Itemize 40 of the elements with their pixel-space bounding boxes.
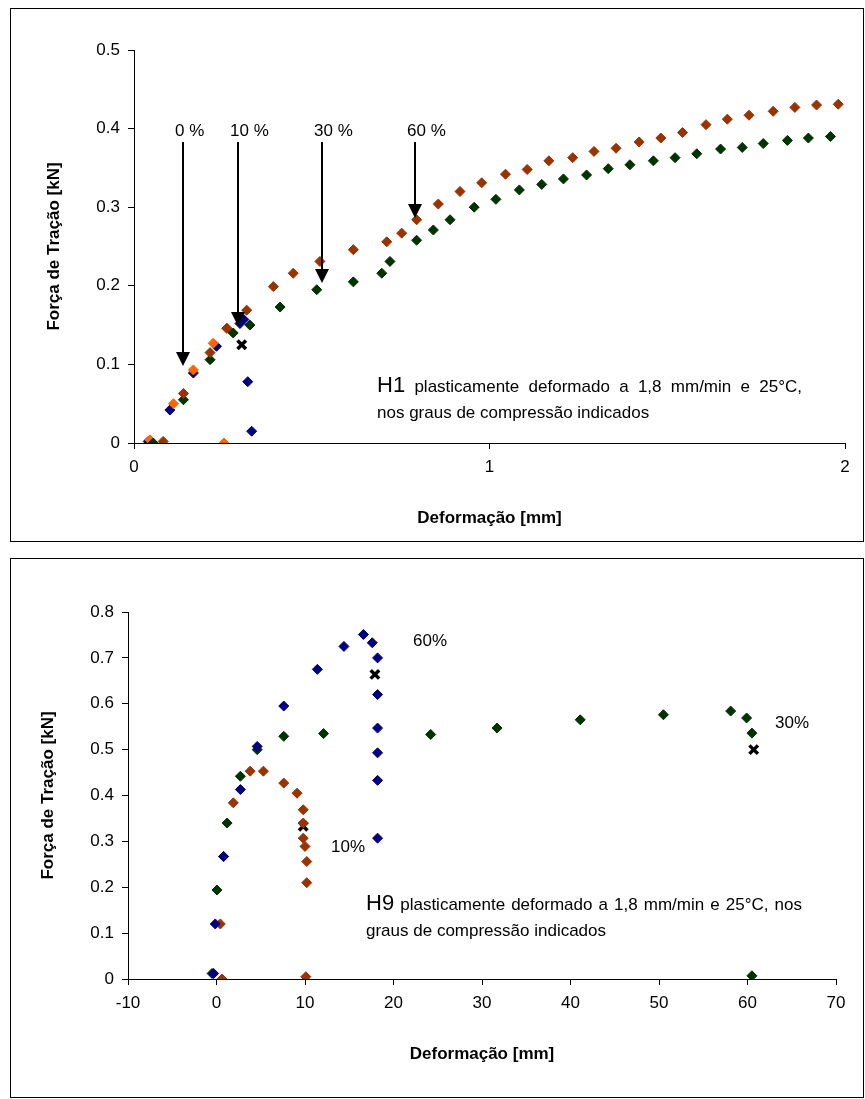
y-tick-label: 0.1 bbox=[90, 922, 114, 942]
y-tick-label: 0.1 bbox=[96, 354, 120, 374]
y-tick-label: 0.4 bbox=[90, 785, 114, 805]
y-tick-label: 0 bbox=[104, 968, 114, 988]
x-tick-label: 50 bbox=[649, 992, 669, 1012]
annotation: 60% bbox=[412, 630, 448, 650]
x-axis-title: Deformação [mm] bbox=[417, 508, 562, 528]
annotation: 60 % bbox=[407, 121, 446, 140]
annotation: 0 % bbox=[175, 121, 205, 140]
x-tick-label: 30 bbox=[472, 992, 492, 1012]
x-tick-label: 1 bbox=[484, 456, 495, 476]
x-tick-label: 2 bbox=[840, 456, 850, 476]
annotation: 30 % bbox=[314, 121, 353, 140]
y-tick-label: 0.7 bbox=[90, 647, 114, 667]
y-tick-label: 0.8 bbox=[90, 601, 114, 621]
x-tick-label: 10 bbox=[295, 992, 315, 1012]
y-tick-label: 0.4 bbox=[96, 118, 120, 138]
x-tick-label: 0 bbox=[129, 456, 139, 476]
y-axis-title: Força de Tração [kN] bbox=[37, 711, 57, 880]
x-axis-title: Deformação [mm] bbox=[409, 1044, 555, 1064]
x-tick-label: 60 bbox=[738, 992, 757, 1012]
x-tick-label: 20 bbox=[384, 992, 403, 1012]
x-tick-label: 40 bbox=[561, 992, 580, 1012]
y-axis-title: Força de Tração [kN] bbox=[43, 162, 63, 331]
y-tick-label: 0.2 bbox=[96, 275, 120, 295]
y-tick-label: 0.5 bbox=[96, 39, 120, 59]
y-tick-label: 0.6 bbox=[90, 693, 114, 713]
y-tick-label: 0.2 bbox=[90, 876, 114, 896]
x-tick-label: -10 bbox=[115, 992, 141, 1012]
annotation: 10% bbox=[330, 836, 366, 856]
x-tick-label: 70 bbox=[826, 992, 846, 1012]
annotation: 10 % bbox=[230, 121, 269, 140]
x-tick-label: 0 bbox=[211, 992, 222, 1012]
y-tick-label: 0.3 bbox=[90, 831, 114, 851]
y-tick-label: 0.5 bbox=[90, 739, 114, 759]
annotation: H1 plasticamente deformado a 1,8 mm/min e 25°C, nos graus de compressão indicados bbox=[377, 372, 802, 424]
y-tick-label: 0.3 bbox=[96, 196, 120, 216]
y-tick-label: 0 bbox=[110, 432, 120, 452]
annotation: H9 plasticamente deformado a 1,8 mm/min e 25°C, nos graus de compressão indicados bbox=[366, 890, 802, 942]
annotation: 30% bbox=[774, 712, 810, 732]
